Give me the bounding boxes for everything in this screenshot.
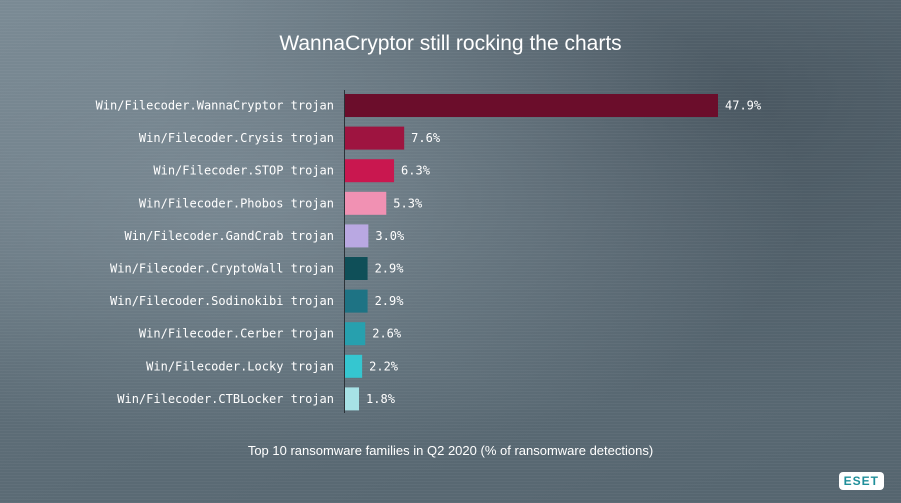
category-label: Win/Filecoder.Locky trojan <box>146 359 334 373</box>
value-label: 7.6% <box>411 131 441 145</box>
category-label: Win/Filecoder.Crysis trojan <box>139 131 334 145</box>
bar <box>345 159 395 183</box>
category-label: Win/Filecoder.CTBLocker trojan <box>117 392 334 406</box>
chart-caption: Top 10 ransomware families in Q2 2020 (%… <box>247 443 654 458</box>
category-label: Win/Filecoder.Sodinokibi trojan <box>110 294 334 308</box>
bar <box>345 94 718 117</box>
value-label: 5.3% <box>393 196 423 210</box>
category-label: Win/Filecoder.CryptoWall trojan <box>110 262 334 276</box>
bar <box>345 191 387 215</box>
category-label: Win/Filecoder.WannaCryptor trojan <box>96 99 334 113</box>
bar <box>345 224 369 248</box>
bar <box>345 322 366 346</box>
category-label: Win/Filecoder.GandCrab trojan <box>124 229 334 243</box>
value-label: 2.9% <box>375 262 405 276</box>
category-label: Win/Filecoder.Phobos trojan <box>139 196 334 210</box>
bar <box>345 387 360 411</box>
value-label: 3.0% <box>375 229 405 243</box>
category-label: Win/Filecoder.Cerber trojan <box>139 327 334 341</box>
value-label: 2.2% <box>369 359 399 373</box>
chart-title: WannaCryptor still rocking the charts <box>279 32 622 55</box>
bar <box>345 354 363 378</box>
value-label: 6.3% <box>401 164 431 178</box>
value-label: 2.9% <box>375 294 405 308</box>
bar <box>345 257 368 280</box>
value-label: 47.9% <box>725 99 762 113</box>
bar <box>345 289 368 313</box>
value-label: 2.6% <box>372 327 402 341</box>
value-label: 1.8% <box>366 392 396 406</box>
eset-logo: ESET <box>838 472 884 490</box>
category-label: Win/Filecoder.STOP trojan <box>153 164 334 178</box>
bar <box>345 126 405 150</box>
